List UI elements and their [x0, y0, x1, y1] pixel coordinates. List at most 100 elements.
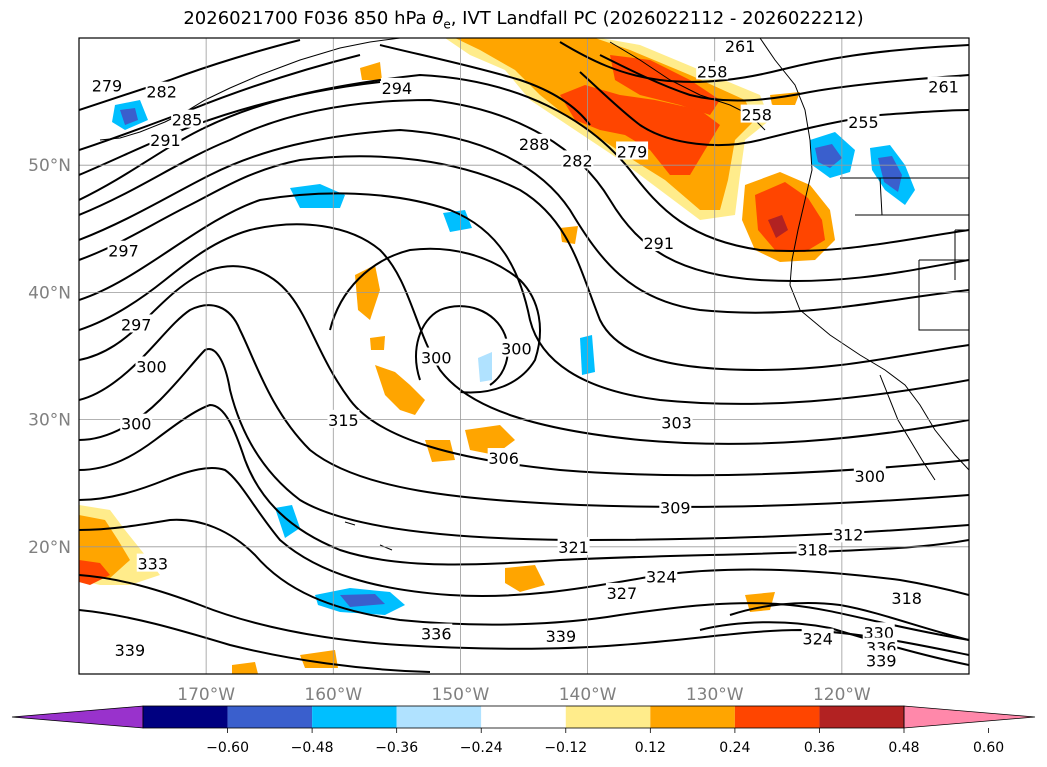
contour-label-bg [853, 465, 886, 484]
lon-tick-label: 130°W [686, 685, 744, 705]
contour-label: 258 [741, 106, 772, 125]
contour-line [79, 518, 969, 641]
colorbar-tick-label: −0.36 [375, 740, 418, 756]
contour-label-bg [659, 497, 692, 516]
contour-label-bg [740, 104, 773, 123]
contour-label: 291 [150, 131, 181, 150]
contour-label-bg [500, 338, 533, 357]
lat-tick-label: 20°N [28, 538, 71, 558]
lat-tick-label: 40°N [28, 283, 71, 303]
contour-label-bg [420, 347, 453, 366]
colorbar-extend-low [11, 705, 144, 729]
colorbar-tick-label: 0.48 [888, 740, 919, 756]
contour-label: 300 [121, 415, 152, 434]
graticule [79, 38, 969, 674]
colorbar-extend-high [903, 705, 1036, 729]
contour-label: 294 [382, 79, 413, 98]
contour-label-bg [518, 133, 551, 152]
colorbar-segment [819, 706, 904, 728]
map-frame [78, 37, 970, 675]
lon-tick-label: 170°W [177, 685, 235, 705]
contour-label-bg [544, 626, 577, 645]
contour-label: 300 [855, 467, 886, 486]
contour-label: 339 [115, 641, 146, 660]
colorbar-segment [565, 706, 651, 728]
colorbar-segment [481, 706, 566, 728]
contour-label-bg [90, 75, 123, 94]
contour-label: 318 [797, 541, 828, 560]
contour-line [329, 247, 541, 394]
colorbar: −0.60 −0.48 −0.36 −0.24 −0.12 0.12 0.24 0.36 0.4… [11, 705, 1036, 756]
colorbar-segment [143, 706, 228, 728]
contour-label-bg [327, 409, 360, 428]
contour-label: 279 [92, 76, 123, 95]
contour-label-bg [616, 141, 649, 160]
contour-label-bg [890, 587, 923, 606]
contour-line [599, 54, 969, 102]
contour-line [729, 602, 969, 641]
contour-label-bg [120, 413, 153, 432]
contour-label: 324 [802, 630, 833, 649]
contour-line [79, 609, 431, 673]
contour-label: 300 [136, 357, 167, 376]
contour-label: 339 [866, 651, 897, 670]
contour-label-bg [660, 412, 693, 431]
colorbar-tick-label: 0.24 [719, 740, 750, 756]
contour-label: 321 [558, 538, 589, 557]
lat-tick-label: 50°N [28, 156, 71, 176]
contour-line [79, 155, 969, 372]
contour-label: 336 [421, 625, 452, 644]
contour-label: 285 [172, 111, 203, 130]
colorbar-segment [312, 706, 397, 728]
contour-label: 312 [833, 525, 864, 544]
contour-label: 324 [646, 567, 677, 586]
contour-label-bg [865, 650, 898, 669]
lon-tick-label: 120°W [813, 685, 871, 705]
contour-line [79, 348, 969, 542]
negative-region-pacific-nw [810, 132, 915, 205]
lon-tick-label: 140°W [559, 685, 617, 705]
contour-label-bg [135, 356, 168, 375]
negative-region-central [112, 100, 595, 615]
contour-label-bg [847, 112, 880, 131]
contour-label: 261 [725, 37, 756, 56]
contour-label-bg [113, 640, 146, 659]
contour-label: 282 [146, 83, 177, 102]
contour-label: 306 [488, 449, 519, 468]
axis-tick-labels: 170°W 160°W 150°W 140°W 130°W 120°W 20°N 30°N 40… [28, 156, 871, 705]
contour-label: 300 [421, 349, 452, 368]
colorbar-segment [650, 706, 735, 728]
contour-line [79, 192, 969, 405]
contour-label-bg [149, 130, 182, 149]
contour-label: 309 [660, 499, 691, 518]
colorbar-tick-label: −0.24 [460, 740, 503, 756]
contour-label: 288 [519, 135, 550, 154]
colorbar-tick-label: −0.60 [206, 740, 249, 756]
contour-line [79, 39, 301, 111]
coastline-and-borders [99, 38, 969, 551]
contour-label: 291 [643, 234, 674, 253]
contour-label: 297 [121, 315, 152, 334]
contour-line [559, 41, 969, 83]
lon-tick-label: 160°W [304, 685, 362, 705]
lat-tick-label: 30°N [28, 411, 71, 431]
contour-label: 297 [108, 242, 139, 261]
colorbar-frame [142, 705, 905, 729]
contour-label: 333 [137, 555, 168, 574]
contour-label-bg [171, 109, 204, 128]
contour-label-bg [796, 539, 829, 558]
contour-label: 300 [501, 340, 532, 359]
contour-label: 318 [891, 589, 922, 608]
contour-label: 330 [863, 623, 894, 642]
contour-line [415, 305, 509, 386]
map-title: 2026021700 F036 850 hPa θe, IVT Landfall… [183, 8, 864, 32]
contour-label-bg [927, 76, 960, 95]
contour-label-bg [107, 240, 140, 259]
contour-label: 255 [848, 113, 879, 132]
contour-label-bg [642, 233, 675, 252]
contour-label: 303 [661, 413, 692, 432]
contour-label-bg [487, 448, 520, 467]
contour-label-bg [120, 314, 153, 333]
